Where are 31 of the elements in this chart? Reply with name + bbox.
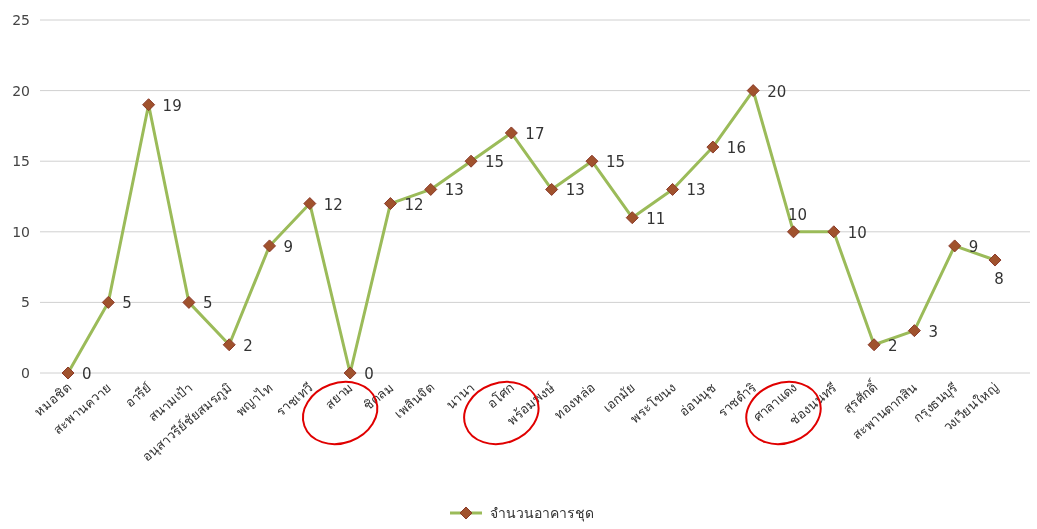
data-label: 15: [605, 153, 626, 172]
data-label: 2: [243, 336, 253, 355]
data-label: 13: [565, 181, 585, 200]
data-label: 5: [122, 294, 132, 313]
y-tick-label: 10: [12, 223, 30, 240]
data-label: 2: [888, 336, 898, 355]
y-tick-label: 15: [12, 153, 30, 170]
data-label: 10: [787, 205, 808, 224]
y-tick-label: 0: [21, 365, 30, 381]
legend-label: จำนวนอาคารชุด: [490, 505, 594, 522]
data-label: 12: [404, 195, 424, 214]
data-label: 15: [485, 153, 505, 172]
data-label: 12: [323, 195, 343, 214]
y-tick-label: 20: [12, 82, 30, 99]
data-label: 9: [968, 237, 979, 256]
y-tick-label: 25: [12, 12, 30, 28]
data-label: 5: [202, 294, 213, 313]
data-label: 9: [283, 237, 294, 256]
data-label: 0: [364, 365, 374, 383]
data-label: 11: [646, 209, 666, 228]
data-label: 17: [525, 124, 545, 143]
data-label: 20: [767, 82, 787, 101]
data-label: 13: [444, 181, 464, 200]
data-label: 13: [686, 181, 706, 200]
data-label: 3: [928, 322, 938, 341]
data-label: 16: [726, 139, 746, 158]
data-label: 8: [994, 270, 1004, 289]
data-label: 0: [82, 365, 92, 383]
data-label: 19: [162, 96, 182, 115]
data-label: 10: [847, 223, 867, 242]
y-tick-label: 5: [21, 294, 30, 311]
